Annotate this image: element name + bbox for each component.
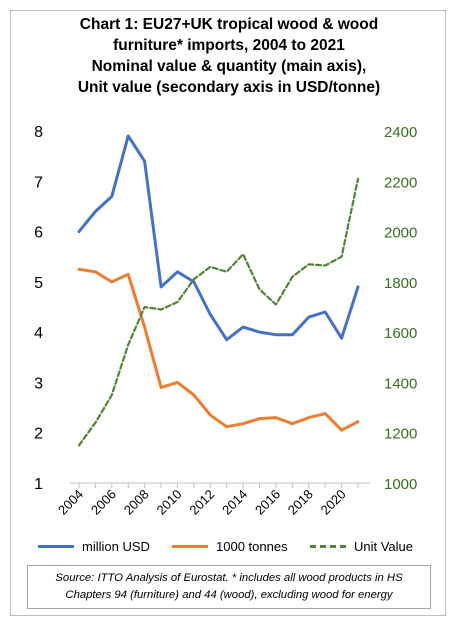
chart-title: Chart 1: EU27+UK tropical wood & wood fu… [0,14,458,98]
legend-item-million-usd: million USD [38,539,150,554]
legend-swatch-1000-tonnes [172,545,208,548]
title-line-1: Chart 1: EU27+UK tropical wood & wood [79,16,379,33]
x-tick-label: 2018 [285,487,316,518]
title-line-3: Nominal value & quantity (main axis), [91,58,367,75]
x-tick-label: 2010 [154,487,185,518]
y-tick-label: 4 [34,325,43,342]
title-line-4: Unit value (secondary axis in USD/tonne) [77,79,381,96]
x-tick-label: 2016 [252,487,283,518]
series-line-1000-tonnes [77,267,360,432]
title-line-2: furniture* imports, 2004 to 2021 [113,37,345,54]
y2-tick-label: 1200 [384,426,417,443]
legend: million USD 1000 tonnes Unit Value [32,539,442,559]
x-tick-label: 2004 [55,487,86,518]
series-line-unit-value [77,177,360,447]
y2-tick-label: 2000 [384,225,417,242]
legend-swatch-unit-value [310,545,346,548]
source-line-1: Source: ITTO Analysis of Eurostat. * inc… [55,572,403,584]
y-tick-label: 2 [34,426,43,443]
y2-tick-label: 1000 [384,476,417,493]
source-line-2: Chapters 94 (furniture) and 44 (wood), e… [65,589,393,601]
y-tick-label: 3 [34,375,43,392]
y2-tick-label: 1400 [384,375,417,392]
y2-tick-label: 2200 [384,174,417,191]
legend-item-unit-value: Unit Value [310,539,413,554]
chart-frame [10,10,446,616]
series-line-million-usd [77,134,360,342]
y2-tick-label: 1800 [384,275,417,292]
legend-label-1000-tonnes: 1000 tonnes [216,539,288,554]
x-tick-label: 2020 [318,487,349,518]
x-tick-label: 2008 [121,487,152,518]
x-tick-label: 2014 [219,487,250,518]
legend-swatch-million-usd [38,545,74,548]
legend-label-million-usd: million USD [82,539,150,554]
x-tick-label: 2012 [186,487,217,518]
y-tick-label: 6 [34,225,43,242]
x-tick-label: 2006 [88,487,119,518]
y-tick-label: 7 [34,174,43,191]
y-tick-label: 1 [34,476,43,493]
legend-label-unit-value: Unit Value [354,539,414,554]
y-tick-label: 5 [34,275,43,292]
y2-tick-label: 1600 [384,325,417,342]
y-tick-label: 8 [34,124,43,141]
legend-item-1000-tonnes: 1000 tonnes [172,539,288,554]
y2-tick-label: 2400 [384,124,417,141]
source-note: Source: ITTO Analysis of Eurostat. * inc… [27,565,431,609]
